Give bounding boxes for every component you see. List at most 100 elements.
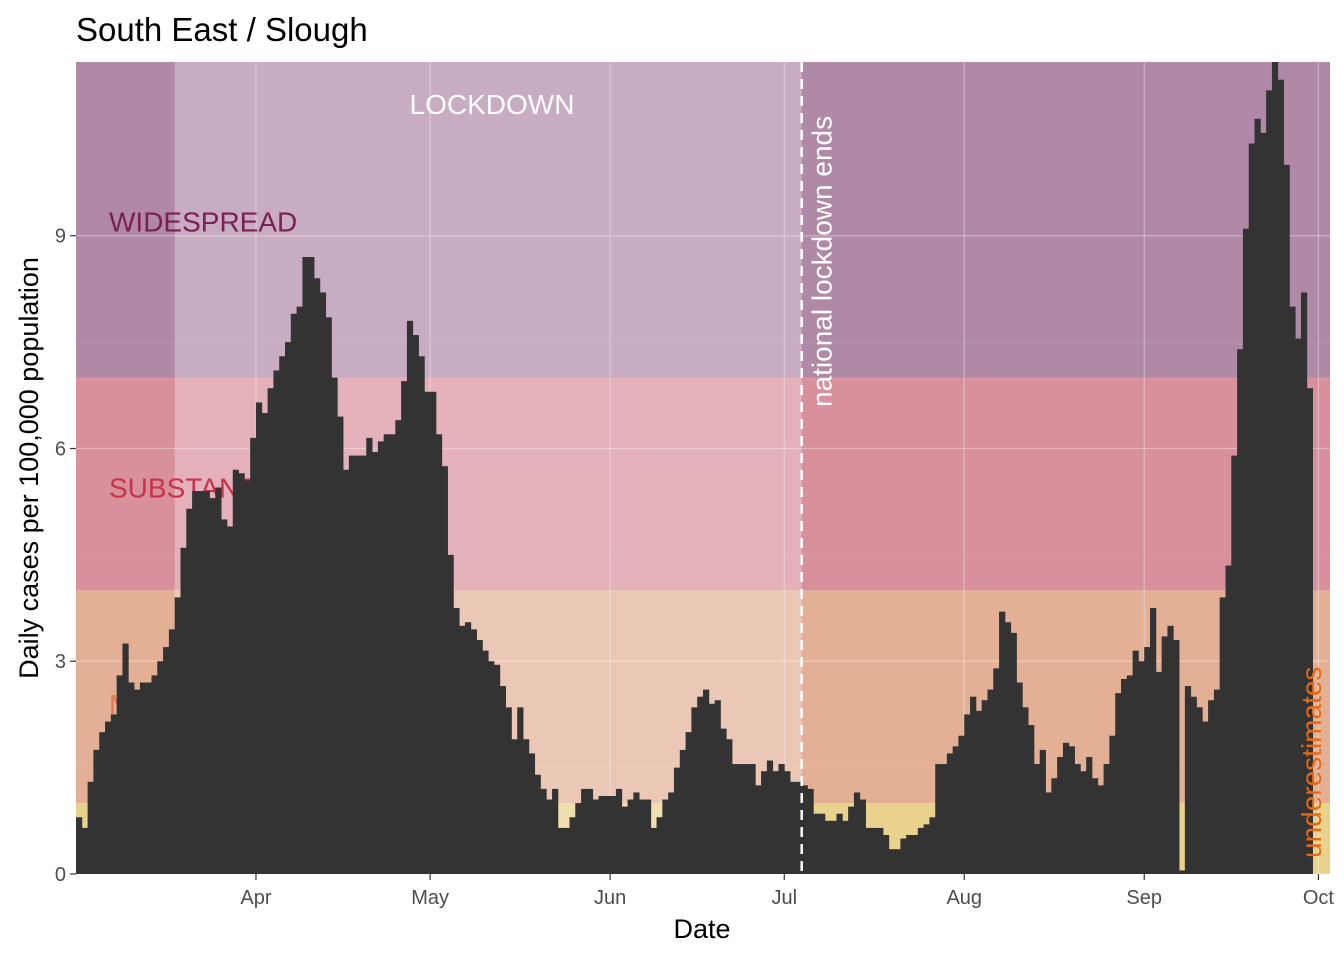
bar bbox=[592, 799, 599, 874]
bar bbox=[221, 519, 228, 874]
bar bbox=[894, 849, 901, 874]
bar bbox=[900, 838, 907, 874]
bar bbox=[1109, 735, 1116, 874]
bar bbox=[1254, 118, 1261, 874]
bar bbox=[784, 771, 791, 874]
chart-title: South East / Slough bbox=[76, 11, 368, 48]
bar bbox=[105, 721, 112, 874]
bar bbox=[1097, 785, 1104, 874]
bar bbox=[134, 689, 141, 874]
bar bbox=[505, 707, 512, 874]
bar bbox=[1022, 707, 1029, 874]
bar bbox=[540, 788, 547, 874]
bar bbox=[1062, 742, 1070, 874]
bar bbox=[517, 707, 524, 874]
bar bbox=[1028, 725, 1035, 874]
bar bbox=[877, 827, 884, 874]
bar bbox=[993, 668, 1000, 874]
bar bbox=[1126, 675, 1134, 874]
bar bbox=[912, 834, 919, 874]
bar bbox=[203, 491, 210, 874]
bar bbox=[1091, 778, 1099, 874]
bar bbox=[499, 686, 507, 874]
bar bbox=[726, 739, 733, 874]
bar bbox=[1202, 721, 1209, 874]
bar bbox=[354, 455, 361, 874]
lockdown-label: LOCKDOWN bbox=[410, 89, 575, 120]
bar bbox=[703, 689, 710, 874]
bar bbox=[958, 735, 965, 874]
bar bbox=[435, 434, 443, 874]
bar bbox=[348, 455, 356, 874]
bar bbox=[1039, 749, 1046, 874]
bar bbox=[93, 749, 100, 874]
bar bbox=[412, 335, 419, 874]
bar bbox=[935, 764, 942, 874]
bar bbox=[546, 799, 553, 874]
bar bbox=[801, 785, 808, 874]
bar bbox=[743, 764, 750, 874]
bar bbox=[1196, 707, 1203, 874]
bar bbox=[1300, 292, 1308, 874]
x-tick-label: Apr bbox=[240, 887, 271, 909]
x-tick-label: Oct bbox=[1303, 887, 1335, 909]
bar bbox=[824, 820, 832, 874]
bar bbox=[732, 764, 739, 874]
bar bbox=[1242, 228, 1250, 874]
bar bbox=[360, 455, 367, 874]
bar bbox=[1033, 764, 1041, 874]
bar bbox=[639, 799, 646, 874]
bar bbox=[1184, 686, 1192, 874]
bar bbox=[633, 792, 640, 874]
bar bbox=[1115, 693, 1122, 874]
bar bbox=[279, 356, 286, 874]
bar bbox=[987, 689, 994, 874]
bar bbox=[581, 788, 588, 874]
bar bbox=[1213, 689, 1221, 874]
bar bbox=[737, 764, 745, 874]
bar bbox=[232, 469, 239, 874]
bar bbox=[662, 799, 669, 874]
bar bbox=[720, 728, 727, 874]
bar bbox=[1150, 608, 1157, 874]
bar bbox=[87, 781, 94, 874]
bar bbox=[598, 795, 605, 874]
y-axis: 0 3 6 9 bbox=[55, 226, 76, 886]
bar bbox=[308, 257, 315, 874]
bar bbox=[151, 675, 158, 874]
bar bbox=[1289, 306, 1296, 874]
bar bbox=[401, 381, 408, 874]
bar bbox=[749, 764, 756, 874]
bar bbox=[1068, 746, 1075, 874]
bar bbox=[923, 824, 930, 874]
bar bbox=[644, 799, 652, 874]
bar bbox=[563, 827, 570, 874]
bar bbox=[1208, 700, 1215, 874]
bar bbox=[255, 402, 263, 874]
bar bbox=[1271, 62, 1279, 874]
bar bbox=[557, 827, 565, 874]
bar bbox=[807, 788, 814, 874]
bar bbox=[941, 764, 948, 874]
bar bbox=[604, 795, 611, 874]
band-label: WIDESPREAD bbox=[109, 207, 297, 238]
bar bbox=[383, 434, 390, 874]
bar bbox=[848, 806, 855, 874]
bar bbox=[1167, 625, 1174, 874]
bar bbox=[1277, 79, 1284, 874]
bar bbox=[656, 817, 663, 874]
bar bbox=[888, 849, 895, 874]
bar bbox=[819, 813, 826, 874]
x-axis: Apr May Jun Jul Aug Sep Oct bbox=[240, 874, 1334, 909]
bar bbox=[946, 753, 954, 874]
bar bbox=[395, 420, 402, 874]
bar bbox=[377, 441, 385, 874]
bar bbox=[470, 629, 477, 874]
bar bbox=[586, 788, 594, 874]
bar bbox=[314, 278, 321, 874]
bar bbox=[1010, 632, 1017, 874]
bar bbox=[534, 774, 541, 874]
bar bbox=[116, 675, 123, 874]
bar bbox=[174, 597, 181, 874]
